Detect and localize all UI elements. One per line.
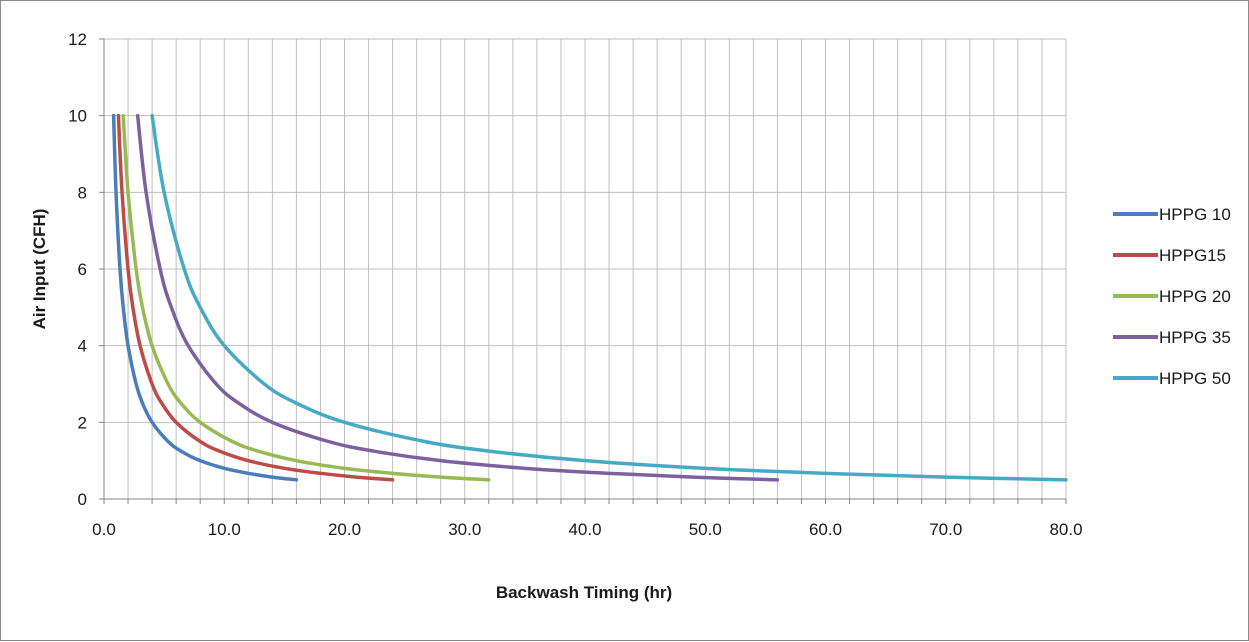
- gridlines: [104, 38, 1067, 499]
- y-tick-label: 6: [78, 260, 87, 279]
- x-tick-label: 40.0: [568, 520, 601, 539]
- series-line-hppg-10: [111, 113, 299, 482]
- axes: [99, 38, 1067, 504]
- tick-labels: 0 2 4 6 8 10 12 0.0 10.0 20.0 30.0 40.0 50.0 60.0 70.0…: [68, 30, 1082, 539]
- x-tick-label: 70.0: [929, 520, 962, 539]
- series-line-hppg-20: [121, 113, 491, 482]
- x-tick-label: 0.0: [92, 520, 116, 539]
- y-tick-label: 8: [78, 183, 87, 202]
- series-line-hppg15: [116, 113, 395, 482]
- y-tick-label: 0: [78, 490, 87, 509]
- legend-label-hppg-10: HPPG 10: [1159, 205, 1231, 224]
- x-axis-title: Backwash Timing (hr): [496, 583, 672, 602]
- legend-label-hppg-50: HPPG 50: [1159, 369, 1231, 388]
- y-tick-label: 10: [68, 107, 87, 126]
- x-tick-label: 30.0: [448, 520, 481, 539]
- y-axis-title: Air Input (CFH): [30, 209, 49, 330]
- x-tick-label: 60.0: [809, 520, 842, 539]
- series-line-hppg-50: [150, 113, 1068, 482]
- x-tick-label: 50.0: [689, 520, 722, 539]
- x-tick-label: 20.0: [328, 520, 361, 539]
- legend-label-hppg-35: HPPG 35: [1159, 328, 1231, 347]
- x-tick-label: 80.0: [1049, 520, 1082, 539]
- y-tick-label: 12: [68, 30, 87, 49]
- legend: HPPG 10 HPPG15 HPPG 20 HPPG 35 HPPG 50: [1113, 205, 1231, 388]
- y-tick-label: 2: [78, 413, 87, 432]
- legend-label-hppg15: HPPG15: [1159, 246, 1226, 265]
- y-tick-label: 4: [78, 337, 87, 356]
- data-series: [111, 113, 1068, 482]
- x-tick-label: 10.0: [208, 520, 241, 539]
- series-line-hppg-35: [135, 113, 780, 482]
- legend-label-hppg-20: HPPG 20: [1159, 287, 1231, 306]
